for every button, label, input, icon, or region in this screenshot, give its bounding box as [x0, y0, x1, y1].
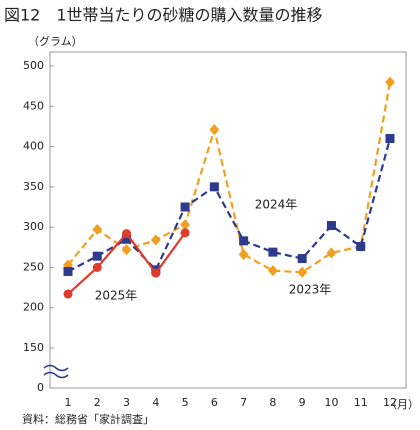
- point: [121, 244, 132, 256]
- y-tick-label: 0: [37, 381, 44, 394]
- x-unit: （月）: [386, 398, 419, 411]
- point: [63, 289, 73, 299]
- y-tick-label: 500: [23, 59, 44, 72]
- series-line: [67, 81, 392, 274]
- x-tick-label: 4: [152, 396, 159, 409]
- point: [239, 236, 249, 246]
- series-line: [67, 138, 392, 273]
- x-tick-label: 6: [211, 396, 218, 409]
- point: [326, 247, 337, 259]
- point: [326, 221, 336, 231]
- y-tick-label: 350: [23, 180, 44, 193]
- point: [268, 247, 278, 257]
- point: [122, 229, 132, 239]
- x-tick-label: 1: [65, 396, 72, 409]
- point: [297, 254, 307, 264]
- series-label: 2023年: [289, 283, 332, 297]
- y-tick-label: 400: [23, 140, 44, 153]
- x-tick-label: 10: [324, 396, 338, 409]
- chart-title: 図12 1世帯当たりの砂糖の購入数量の推移: [4, 6, 323, 25]
- point: [267, 265, 278, 277]
- series-label: 2025年: [95, 289, 138, 303]
- point: [92, 262, 102, 272]
- point: [151, 268, 161, 278]
- x-tick-label: 3: [123, 396, 130, 409]
- x-tick-label: 8: [269, 396, 276, 409]
- x-tick-label: 7: [240, 396, 247, 409]
- point: [385, 134, 395, 144]
- y-tick-label: 150: [23, 341, 44, 354]
- point: [92, 224, 103, 236]
- point: [238, 249, 249, 261]
- point: [180, 202, 190, 212]
- x-tick-label: 5: [182, 396, 189, 409]
- point: [122, 234, 132, 244]
- plot-frame: [49, 51, 407, 389]
- point: [209, 124, 220, 136]
- series-label: 2024年: [255, 198, 298, 212]
- point: [297, 266, 308, 278]
- point: [180, 228, 190, 238]
- point: [63, 266, 73, 276]
- point: [209, 182, 219, 192]
- point: [356, 241, 366, 251]
- y-tick-label: 200: [23, 301, 44, 314]
- point: [180, 219, 191, 231]
- x-tick-label: 11: [354, 396, 368, 409]
- y-tick-label: 450: [23, 99, 44, 112]
- point: [92, 251, 102, 261]
- source: 資料：総務省「家計調査」: [22, 412, 154, 426]
- y-unit: （グラム）: [28, 34, 83, 48]
- point: [150, 234, 161, 246]
- point: [385, 76, 395, 88]
- y-tick-label: 250: [23, 260, 44, 273]
- x-tick-label: 9: [299, 396, 306, 409]
- x-tick-label: 2: [94, 396, 101, 409]
- axis-break: [43, 364, 69, 379]
- y-tick-label: 300: [23, 220, 44, 233]
- x-tick-label: 12: [383, 396, 397, 409]
